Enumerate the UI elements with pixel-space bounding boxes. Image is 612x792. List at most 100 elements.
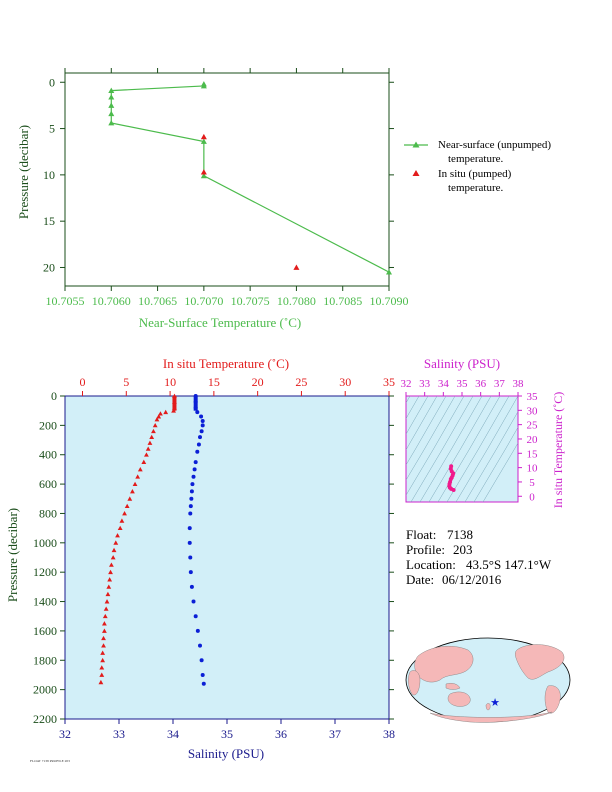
float-info: Float: 7138 Profile: 203 Location: 43.5°… <box>406 527 552 587</box>
temp-point <box>102 628 107 633</box>
sal-point <box>188 570 193 575</box>
unpumped-point <box>200 82 207 89</box>
temp-point <box>98 679 104 685</box>
temp-x-tick-label: 30 <box>339 375 351 389</box>
sal-point <box>188 504 193 509</box>
footer-tiny-text: FLOAT 7138 PROFILE 203 <box>30 759 70 763</box>
temp-x-tick-label: 5 <box>123 375 129 389</box>
temp-point <box>100 650 106 655</box>
float-value: 7138 <box>447 527 473 542</box>
top-y-tick-label: 0 <box>49 75 55 89</box>
density-contour <box>419 396 483 502</box>
sal-point <box>199 429 204 434</box>
legend-pumped-label-1: In situ (pumped) <box>438 168 512 180</box>
temp-point <box>156 414 162 419</box>
temp-point <box>144 452 149 457</box>
density-contour <box>406 396 420 420</box>
north-america-shape <box>515 644 565 680</box>
sal-x-tick-label: 35 <box>221 727 233 741</box>
top-x-tick-label: 10.7080 <box>277 294 316 308</box>
sal-point <box>200 672 205 677</box>
top-x-tick-label: 10.7075 <box>231 294 270 308</box>
temp-point <box>171 408 176 413</box>
ts-y-tick-label: 20 <box>527 434 539 446</box>
temp-point <box>105 591 111 597</box>
unpumped-point <box>386 269 392 275</box>
top-y-tick-label: 20 <box>43 260 55 274</box>
top-x-axis-title: Near-Surface Temperature (˚C) <box>139 315 301 330</box>
top-x-tick-label: 10.7060 <box>92 294 131 308</box>
south-america-shape <box>544 685 561 714</box>
temp-point <box>99 665 105 670</box>
legend-pumped-label-2: temperature. <box>448 182 504 194</box>
ts-y-tick-label: 15 <box>527 448 539 460</box>
unpumped-point <box>200 172 207 179</box>
temp-point <box>122 511 127 516</box>
pressure-y-tick-label: 600 <box>39 477 57 491</box>
ts-y-tick-label: 0 <box>529 491 535 503</box>
profile-top-axis-title: In situ Temperature (˚C) <box>163 356 289 371</box>
australia-shape <box>447 691 471 707</box>
profile-plot-frame <box>64 395 390 720</box>
density-contour <box>406 396 429 435</box>
temp-point <box>163 409 169 415</box>
sal-x-tick-label: 38 <box>383 727 395 741</box>
top-plot-frame <box>64 72 390 287</box>
unpumped-series-line <box>110 84 390 273</box>
temp-point <box>113 540 119 545</box>
sal-x-tick-label: 37 <box>329 727 341 741</box>
temp-x-tick-label: 20 <box>252 375 264 389</box>
ts-x-tick-label: 33 <box>419 378 431 390</box>
pressure-y-tick-label: 1800 <box>33 653 57 667</box>
top-y-tick-label: 15 <box>43 214 55 228</box>
top-y-axis-title: Pressure (decibar) <box>16 125 31 219</box>
sal-point <box>198 435 202 440</box>
pumped-point <box>200 133 207 140</box>
sal-point <box>193 614 198 619</box>
temp-point <box>100 657 106 663</box>
profile-bottom-axis-title: Salinity (PSU) <box>188 746 264 761</box>
profile-chart: 0 5 10 15 20 25 30 35 32 33 34 35 36 37 38 0 200 400 600 80… <box>5 356 395 761</box>
sal-point <box>189 496 194 501</box>
top-y-tick-label: 10 <box>43 168 55 182</box>
date-label: Date: <box>406 572 434 587</box>
temp-point <box>124 503 130 509</box>
temp-point <box>132 481 138 487</box>
density-contour <box>428 396 492 502</box>
pumped-point <box>293 264 300 270</box>
profile-y-axis-title: Pressure (decibar) <box>5 508 20 602</box>
pressure-y-tick-label: 800 <box>39 506 57 520</box>
ts-y-tick-label: 5 <box>529 477 535 489</box>
ts-diagram: 32 33 34 35 36 37 38 0 5 10 15 20 25 30 35 Salinity (P… <box>401 356 566 509</box>
unpumped-point <box>108 102 115 108</box>
top-x-tick-label: 10.7070 <box>184 294 223 308</box>
sal-point <box>196 442 201 447</box>
sal-point <box>195 449 200 454</box>
top-y-tick-label: 5 <box>49 122 55 136</box>
sal-point <box>191 474 196 479</box>
sal-point <box>199 658 204 663</box>
float-label: Float: <box>406 527 436 542</box>
sal-point <box>200 423 205 428</box>
temp-point <box>101 635 106 641</box>
location-label: Location: <box>406 557 456 572</box>
near-surface-temperature-chart: 10.7055 10.7060 10.7065 10.7070 10.7075 10.70… <box>16 68 551 330</box>
ts-y-axis-title: In situ Temperature (˚C) <box>551 392 565 509</box>
temp-point <box>106 584 112 589</box>
temp-point <box>172 399 177 404</box>
temp-point <box>152 422 158 428</box>
pressure-y-tick-label: 2000 <box>33 683 57 697</box>
ts-point <box>451 487 456 492</box>
temp-point <box>111 547 117 553</box>
temp-point <box>137 467 143 472</box>
sal-point <box>195 410 200 415</box>
temp-point <box>158 411 163 416</box>
sal-point <box>189 489 194 494</box>
unpumped-point <box>108 87 115 93</box>
temp-x-tick-label: 35 <box>383 375 395 389</box>
ts-series <box>447 464 456 492</box>
sal-point <box>193 399 198 404</box>
sal-point <box>189 584 194 589</box>
density-contour <box>473 426 518 502</box>
sal-point <box>193 405 198 410</box>
